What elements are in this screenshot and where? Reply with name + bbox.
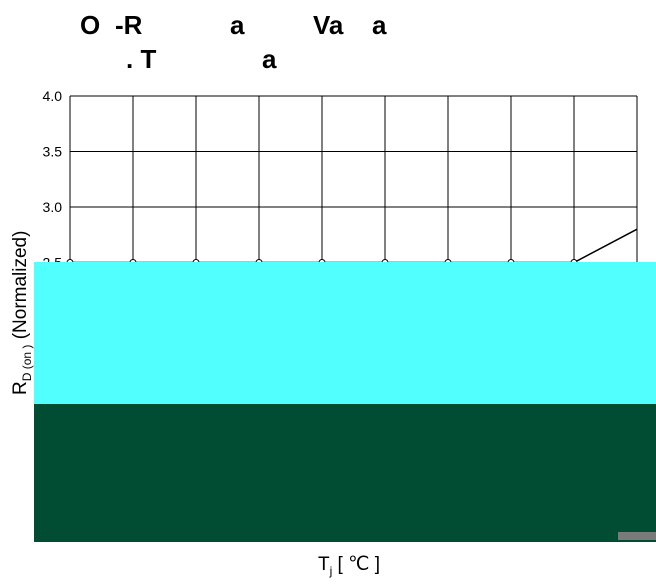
- title-part-6: . T: [126, 44, 157, 74]
- title-part-4: Va: [313, 10, 344, 40]
- occluded-region-green: [34, 404, 656, 542]
- chart-title: O -R a Va a . T a: [0, 0, 656, 80]
- series-line: [70, 228, 638, 264]
- y-axis-label-rest: (Normalized): [10, 231, 31, 345]
- x-axis-label-main: T: [318, 554, 330, 575]
- chart-series: [66, 228, 638, 266]
- y-axis-ticks: 4.03.53.02.5: [43, 88, 63, 271]
- y-tick-label: 3.0: [43, 199, 63, 215]
- y-axis-label: RD (on ) (Normalized): [10, 231, 34, 395]
- y-axis-label-sub: D (on ): [20, 345, 34, 382]
- title-part-7: a: [262, 44, 277, 74]
- title-part-5: a: [372, 10, 387, 40]
- occluded-areas: [34, 262, 656, 542]
- occluded-region-gray: [618, 532, 656, 540]
- y-axis-label-r: R: [10, 381, 31, 395]
- x-axis-label: Tj [ ℃ ]: [318, 553, 380, 578]
- title-part-1: O: [80, 10, 101, 40]
- y-tick-label: 4.0: [43, 88, 63, 104]
- y-tick-label: 3.5: [43, 144, 63, 160]
- title-part-2: -R: [115, 10, 143, 40]
- title-part-3: a: [230, 10, 245, 40]
- x-axis-label-rest: [ ℃ ]: [332, 554, 381, 575]
- x-axis-label-sub: j: [329, 563, 333, 578]
- occluded-region-cyan: [34, 262, 656, 414]
